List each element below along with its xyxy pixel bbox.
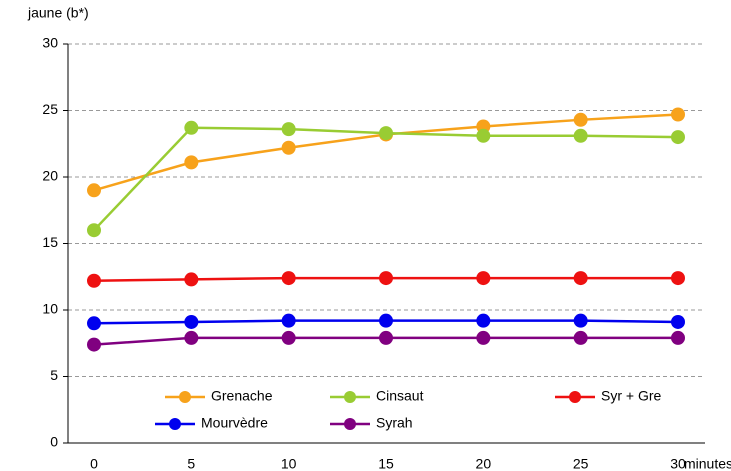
y-tick-label: 30 — [42, 35, 58, 51]
data-point — [281, 313, 296, 328]
y-tick-label: 25 — [42, 101, 58, 117]
data-point — [573, 112, 588, 127]
legend-marker — [344, 391, 356, 403]
x-axis-label: minutes — [684, 456, 731, 471]
series-line — [93, 126, 679, 232]
data-point — [379, 330, 393, 345]
x-tick-label: 25 — [573, 456, 589, 471]
data-point — [184, 155, 199, 170]
data-point — [671, 107, 685, 122]
y-tick-label: 10 — [42, 301, 58, 317]
data-point — [184, 314, 199, 329]
legend-label: Mourvèdre — [201, 415, 268, 431]
y-tick-label: 15 — [42, 234, 58, 250]
data-point — [573, 271, 588, 286]
legend-label: Grenache — [211, 388, 273, 404]
y-tick-label: 0 — [50, 434, 58, 450]
data-point — [184, 120, 199, 135]
data-point — [281, 122, 296, 137]
legend-marker — [169, 418, 181, 430]
legend-label: Syrah — [376, 415, 413, 431]
data-point — [87, 316, 101, 331]
data-point — [671, 330, 685, 345]
x-tick-label: 20 — [476, 456, 492, 471]
legend-marker — [569, 391, 581, 403]
data-point — [379, 313, 393, 328]
x-tick-label: 5 — [187, 456, 195, 471]
x-tick-label: 15 — [378, 456, 394, 471]
data-point — [379, 126, 393, 141]
data-point — [476, 330, 491, 345]
data-point — [573, 330, 588, 345]
legend-label: Cinsaut — [376, 388, 424, 404]
data-point — [573, 313, 588, 328]
data-point — [281, 271, 296, 286]
data-point — [281, 140, 296, 155]
data-point — [87, 273, 101, 288]
data-point — [379, 271, 393, 286]
data-point — [476, 271, 491, 286]
series-line — [93, 113, 679, 192]
y-tick-label: 20 — [42, 168, 58, 184]
data-point — [87, 337, 101, 352]
data-point — [671, 314, 685, 329]
legend-marker — [179, 391, 191, 403]
data-point — [87, 183, 101, 198]
data-point — [184, 330, 199, 345]
y-tick-label: 5 — [50, 367, 58, 383]
data-point — [476, 313, 491, 328]
x-tick-label: 10 — [281, 456, 297, 471]
legend-label: Syr + Gre — [601, 388, 662, 404]
x-tick-label: 0 — [90, 456, 98, 471]
data-point — [671, 271, 685, 286]
data-point — [281, 330, 296, 345]
data-point — [184, 272, 199, 287]
x-tick-label: 30 — [670, 456, 686, 471]
data-point — [87, 223, 101, 238]
legend-marker — [344, 418, 356, 430]
data-point — [573, 128, 588, 143]
data-point — [671, 130, 685, 145]
y-axis-label: jaune (b*) — [27, 5, 89, 21]
data-point — [476, 128, 491, 143]
